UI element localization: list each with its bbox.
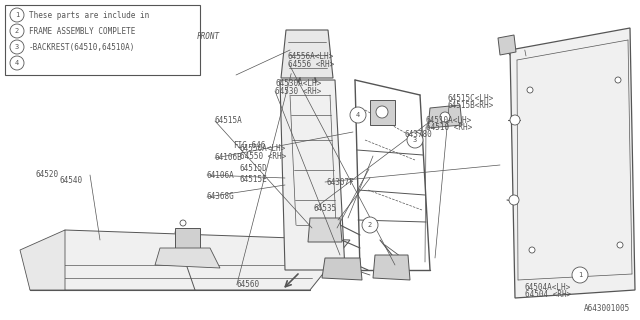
- Text: 64504 <RH>: 64504 <RH>: [525, 290, 571, 299]
- Circle shape: [10, 40, 24, 54]
- Text: 64530 <RH>: 64530 <RH>: [275, 87, 321, 96]
- Circle shape: [572, 267, 588, 283]
- Circle shape: [527, 87, 533, 93]
- Polygon shape: [155, 248, 220, 268]
- Polygon shape: [498, 35, 516, 55]
- Text: 64540: 64540: [60, 176, 83, 185]
- Circle shape: [10, 56, 24, 70]
- Text: 64560: 64560: [237, 280, 260, 289]
- Circle shape: [617, 242, 623, 248]
- Circle shape: [440, 112, 450, 122]
- Text: 3: 3: [413, 137, 417, 143]
- Text: 2: 2: [368, 222, 372, 228]
- Polygon shape: [322, 258, 362, 280]
- Text: A643001005: A643001005: [584, 304, 630, 313]
- Text: 64515E: 64515E: [240, 175, 268, 184]
- Circle shape: [529, 247, 535, 253]
- Text: 64535: 64535: [314, 204, 337, 213]
- Circle shape: [180, 220, 186, 226]
- Circle shape: [10, 24, 24, 38]
- Polygon shape: [30, 230, 350, 290]
- Text: 64106B: 64106B: [214, 153, 242, 162]
- Text: 64550A<LH>: 64550A<LH>: [240, 144, 286, 153]
- Circle shape: [362, 217, 378, 233]
- Text: 64556A<LH>: 64556A<LH>: [288, 52, 334, 61]
- Text: 64515C<LH>: 64515C<LH>: [448, 94, 494, 103]
- Circle shape: [376, 106, 388, 118]
- Circle shape: [350, 107, 366, 123]
- Polygon shape: [370, 100, 395, 125]
- FancyBboxPatch shape: [5, 5, 200, 75]
- Text: FIG.646: FIG.646: [234, 141, 266, 150]
- Circle shape: [10, 8, 24, 22]
- Polygon shape: [281, 30, 333, 78]
- Text: 64520: 64520: [35, 170, 58, 179]
- Text: 3: 3: [15, 44, 19, 50]
- Text: FRAME ASSEMBLY COMPLETE: FRAME ASSEMBLY COMPLETE: [29, 27, 136, 36]
- Text: 64510 <RH>: 64510 <RH>: [426, 123, 472, 132]
- Circle shape: [615, 77, 621, 83]
- Text: 2: 2: [15, 28, 19, 34]
- Circle shape: [510, 115, 520, 125]
- Circle shape: [407, 132, 423, 148]
- Text: 64510A<LH>: 64510A<LH>: [426, 116, 472, 124]
- Text: 64530A<LH>: 64530A<LH>: [275, 79, 321, 88]
- Text: 64307F: 64307F: [326, 178, 354, 187]
- Polygon shape: [428, 105, 462, 128]
- Polygon shape: [280, 80, 345, 270]
- Polygon shape: [510, 28, 635, 298]
- Text: 4: 4: [356, 112, 360, 118]
- Text: 64504A<LH>: 64504A<LH>: [525, 283, 571, 292]
- Text: -BACKREST(64510,64510A): -BACKREST(64510,64510A): [29, 43, 136, 52]
- Text: FRONT: FRONT: [197, 32, 220, 41]
- Text: 64106A: 64106A: [206, 171, 234, 180]
- Text: 64550 <RH>: 64550 <RH>: [240, 152, 286, 161]
- Text: These parts are include in: These parts are include in: [29, 11, 149, 20]
- Text: 64515A: 64515A: [214, 116, 242, 125]
- Text: 64515D: 64515D: [240, 164, 268, 173]
- Text: 643780: 643780: [404, 130, 432, 139]
- Polygon shape: [20, 230, 65, 290]
- Text: 4: 4: [15, 60, 19, 66]
- Text: 1: 1: [15, 12, 19, 18]
- Text: 1: 1: [578, 272, 582, 278]
- Polygon shape: [373, 255, 410, 280]
- Circle shape: [509, 195, 519, 205]
- Polygon shape: [175, 228, 200, 248]
- Polygon shape: [308, 218, 342, 242]
- Text: 64515B<RH>: 64515B<RH>: [448, 101, 494, 110]
- Text: 64368G: 64368G: [206, 192, 234, 201]
- Text: 64556 <RH>: 64556 <RH>: [288, 60, 334, 68]
